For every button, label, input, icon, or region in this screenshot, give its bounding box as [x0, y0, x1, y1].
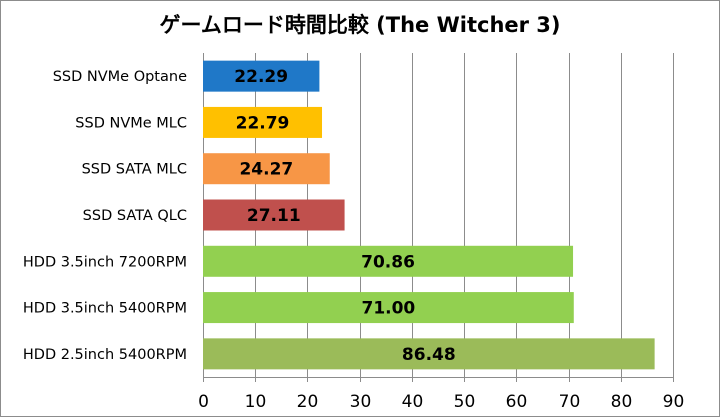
- bar: [203, 199, 345, 231]
- bar: [203, 292, 574, 324]
- bar: [203, 338, 655, 370]
- x-tick-label: 40: [402, 392, 424, 412]
- data-label: 71.00: [361, 299, 415, 319]
- category-label: HDD 3.5inch 5400RPM: [23, 301, 187, 317]
- data-label: 70.86: [361, 252, 415, 272]
- x-tick-label: 50: [454, 392, 476, 412]
- data-label: 86.48: [402, 345, 456, 365]
- x-tick-label: 20: [297, 392, 319, 412]
- bar: [203, 60, 320, 92]
- bar: [203, 245, 574, 277]
- category-label: SSD NVMe Optane: [53, 69, 187, 85]
- x-tick-label: 30: [350, 392, 372, 412]
- x-tick-label: 0: [198, 392, 209, 412]
- data-label: 22.79: [236, 113, 290, 133]
- bar: [203, 153, 330, 185]
- x-tick-label: 90: [663, 392, 685, 412]
- data-label: 22.29: [234, 67, 288, 87]
- category-label: HDD 3.5inch 7200RPM: [23, 254, 187, 270]
- data-label: 24.27: [239, 160, 293, 180]
- data-label: 27.11: [247, 206, 301, 226]
- chart-title: ゲームロード時間比較 (The Witcher 3): [159, 13, 561, 37]
- x-tick-label: 70: [559, 392, 581, 412]
- x-tick-label: 10: [245, 392, 267, 412]
- category-label: HDD 2.5inch 5400RPM: [23, 347, 187, 363]
- category-label: SSD NVMe MLC: [75, 115, 187, 131]
- category-label: SSD SATA MLC: [82, 162, 187, 178]
- x-tick-label: 60: [506, 392, 528, 412]
- category-label: SSD SATA QLC: [83, 208, 187, 224]
- x-tick-label: 80: [611, 392, 633, 412]
- bar: [203, 106, 323, 138]
